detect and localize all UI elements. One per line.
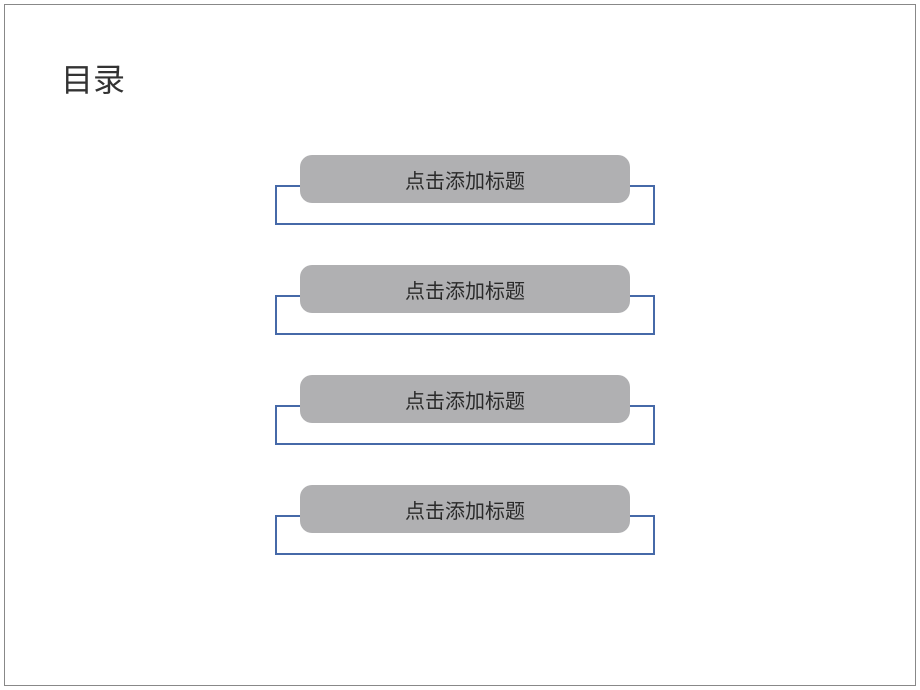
toc-item-label: 点击添加标题: [405, 275, 525, 304]
toc-add-title-button[interactable]: 点击添加标题: [300, 265, 630, 313]
toc-item-label: 点击添加标题: [405, 165, 525, 194]
toc-item-label: 点击添加标题: [405, 495, 525, 524]
toc-item: 点击添加标题: [275, 155, 655, 225]
toc-add-title-button[interactable]: 点击添加标题: [300, 375, 630, 423]
toc-item: 点击添加标题: [275, 485, 655, 555]
toc-item: 点击添加标题: [275, 265, 655, 335]
slide-title: 目录: [61, 55, 125, 101]
toc-item-label: 点击添加标题: [405, 385, 525, 414]
toc-item: 点击添加标题: [275, 375, 655, 445]
slide-frame: 目录 点击添加标题 点击添加标题 点击添加标题 点击添加标题: [4, 4, 916, 686]
toc-add-title-button[interactable]: 点击添加标题: [300, 155, 630, 203]
toc-add-title-button[interactable]: 点击添加标题: [300, 485, 630, 533]
toc-items-container: 点击添加标题 点击添加标题 点击添加标题 点击添加标题: [275, 155, 655, 595]
